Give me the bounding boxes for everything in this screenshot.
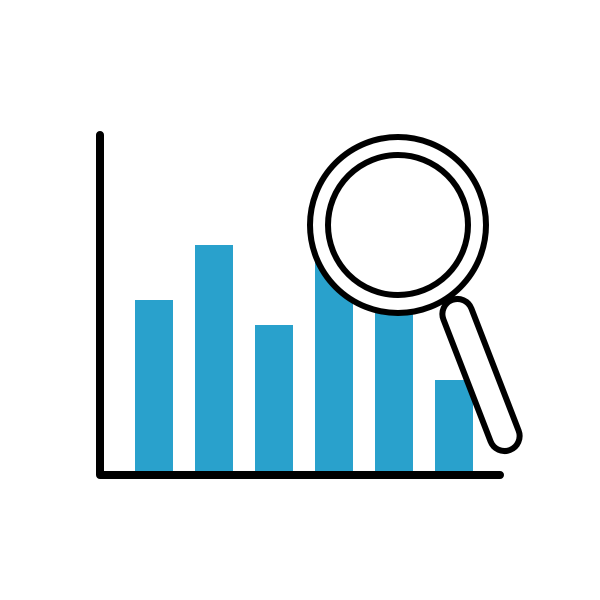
bar-2 (195, 245, 233, 471)
canvas-svg (0, 0, 600, 600)
magnifier-ring-outer (310, 137, 486, 313)
bar-3 (255, 325, 293, 471)
bar-6 (435, 380, 473, 471)
analytics-search-infographic (0, 0, 600, 600)
bar-1 (135, 300, 173, 471)
